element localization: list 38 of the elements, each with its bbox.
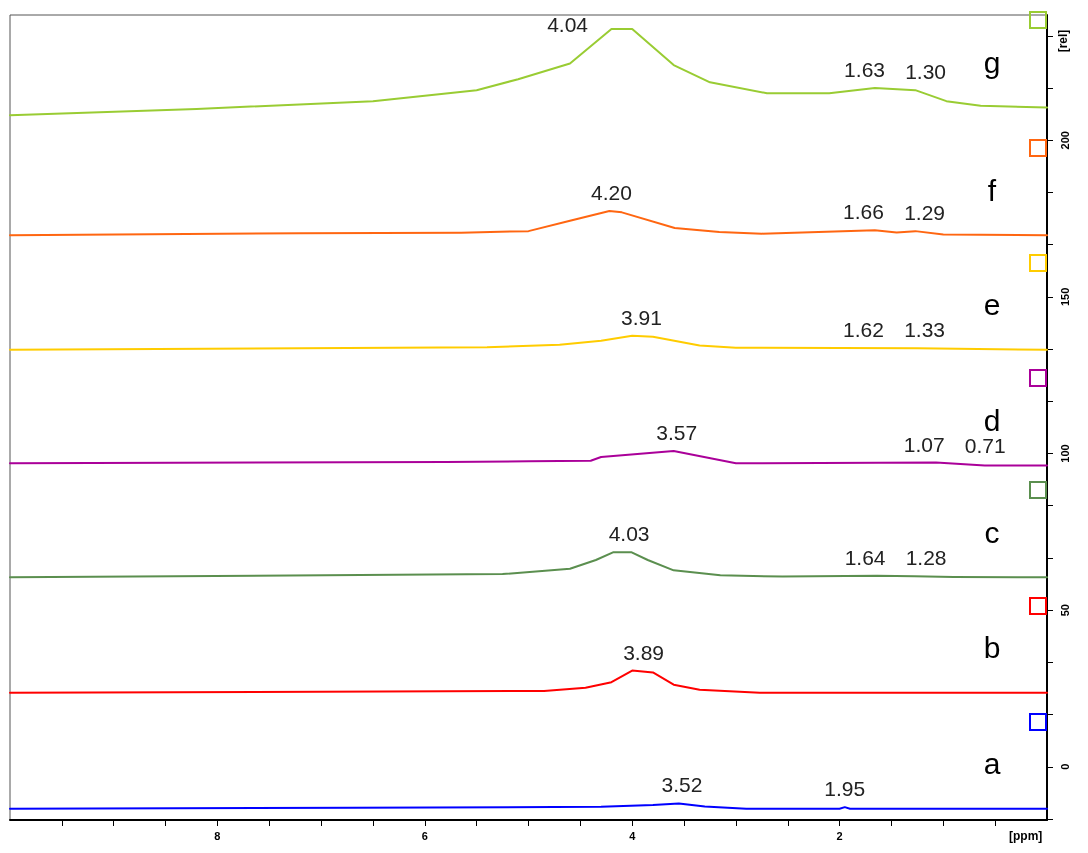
series-label: e (983, 288, 1001, 322)
annotation: 1.64 (844, 545, 886, 569)
annotation: 1.66 (843, 200, 884, 224)
series-label: b (983, 631, 1001, 665)
annotation: 1.62 (843, 318, 884, 342)
annotation: 1.63 (844, 57, 885, 81)
annotation: 1.29 (904, 201, 945, 225)
series-label: f (987, 173, 997, 207)
annotation: 3.91 (621, 305, 662, 329)
annotation: 3.57 (656, 421, 698, 445)
series-label: d (983, 403, 1001, 437)
x-tick-label: 4 (629, 829, 637, 842)
annotation: 4.20 (591, 181, 632, 205)
x-tick-label: 8 (214, 829, 221, 842)
y-tick-label: 150 (1058, 287, 1071, 307)
annotation: 3.52 (661, 773, 703, 797)
line-series (9, 551, 1048, 579)
series-label: a (983, 747, 1001, 781)
y-tick-label: 200 (1058, 131, 1071, 150)
y-axis-title: [rel] (1056, 29, 1070, 53)
y-tick-label: 100 (1058, 444, 1071, 463)
series-label: c (984, 515, 1000, 549)
x-axis-title: [ppm] (1009, 829, 1043, 843)
annotation: 1.30 (905, 60, 947, 84)
x-tick-label: 6 (421, 829, 428, 842)
line-series (9, 669, 1048, 694)
series-label: g (983, 45, 1001, 79)
annotation: 0.71 (964, 434, 1006, 458)
y-tick-label: 50 (1058, 604, 1071, 617)
annotation: 4.04 (547, 13, 589, 37)
y-tick-label: 0 (1058, 763, 1071, 770)
annotation: 1.33 (904, 318, 945, 342)
annotation: 1.07 (903, 432, 945, 456)
annotation: 1.28 (905, 546, 947, 570)
x-tick-label: 2 (836, 829, 843, 842)
annotation: 1.95 (824, 777, 866, 801)
annotation: 4.03 (608, 522, 650, 546)
annotation: 3.89 (623, 640, 665, 664)
